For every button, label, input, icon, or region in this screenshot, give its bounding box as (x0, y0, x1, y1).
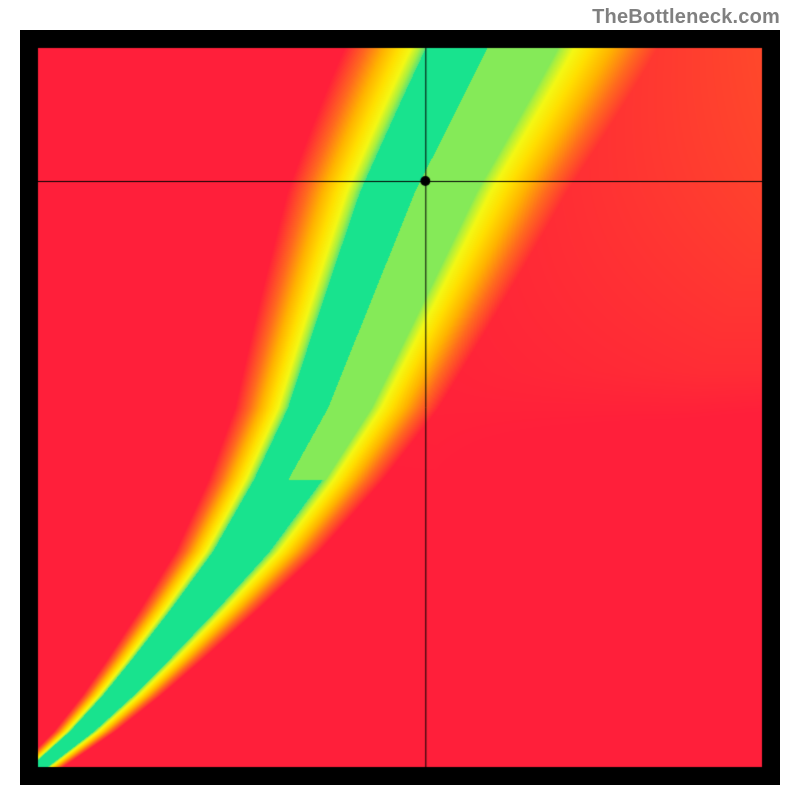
chart-container: TheBottleneck.com (0, 0, 800, 800)
watermark-label: TheBottleneck.com (592, 6, 780, 29)
heatmap-canvas (20, 30, 780, 785)
